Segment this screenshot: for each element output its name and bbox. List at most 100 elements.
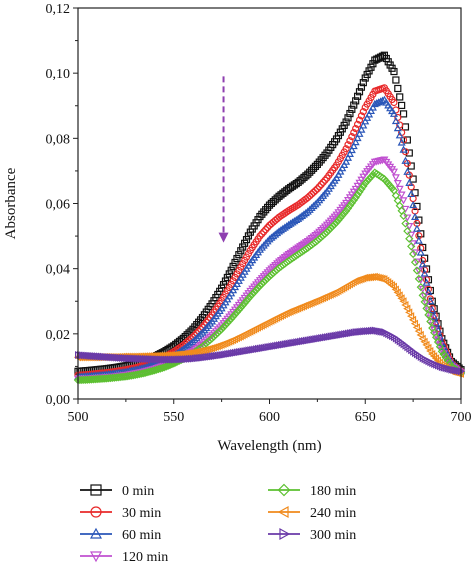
data-point xyxy=(209,332,219,341)
series-240-min xyxy=(73,272,464,378)
data-point xyxy=(375,327,383,336)
data-point xyxy=(316,334,324,343)
data-point xyxy=(285,339,293,348)
data-point xyxy=(210,352,219,361)
data-point xyxy=(82,351,90,360)
data-point xyxy=(253,345,261,354)
data-point xyxy=(274,341,282,350)
data-point xyxy=(297,337,305,346)
data-point xyxy=(260,228,268,236)
data-point xyxy=(193,320,201,329)
data-point xyxy=(186,339,196,347)
data-point xyxy=(348,328,357,337)
data-point xyxy=(308,166,316,174)
y-axis-title: Absorbance xyxy=(3,167,19,239)
data-point xyxy=(352,328,360,337)
data-point xyxy=(317,180,325,189)
data-point xyxy=(195,353,203,363)
data-point xyxy=(203,353,211,362)
data-point xyxy=(237,247,245,255)
data-point xyxy=(344,114,352,122)
data-point xyxy=(357,112,366,120)
data-point xyxy=(150,366,159,375)
data-point xyxy=(363,176,372,186)
data-point xyxy=(321,176,329,184)
data-point xyxy=(236,303,245,312)
data-point xyxy=(340,209,349,218)
data-point xyxy=(377,327,385,336)
data-point xyxy=(257,279,266,289)
data-point xyxy=(107,353,115,362)
data-point xyxy=(92,352,100,361)
data-point xyxy=(341,330,349,339)
data-point xyxy=(191,354,200,363)
data-point xyxy=(232,348,240,357)
data-point xyxy=(405,308,413,317)
data-point xyxy=(227,280,235,288)
data-point xyxy=(352,124,360,133)
data-point xyxy=(143,354,152,364)
data-point xyxy=(390,98,398,107)
data-point xyxy=(401,300,409,309)
axis-layer: 500 550 600 650 700 0,00 0,02 0,04 0,06 0,08 0,10 0… xyxy=(46,2,472,425)
data-point xyxy=(262,226,270,234)
data-point xyxy=(407,189,416,198)
data-point xyxy=(101,352,110,361)
data-point xyxy=(283,339,291,348)
data-point xyxy=(180,355,188,364)
data-point xyxy=(408,315,417,324)
data-point xyxy=(314,334,322,343)
data-point xyxy=(361,117,370,125)
data-point xyxy=(403,304,411,313)
data-point xyxy=(122,354,131,363)
data-point xyxy=(256,212,264,221)
data-point xyxy=(260,208,268,216)
data-point xyxy=(318,334,326,343)
data-point xyxy=(362,327,370,336)
data-point xyxy=(120,354,129,363)
data-point xyxy=(348,133,356,141)
data-point xyxy=(347,198,356,208)
data-point xyxy=(411,212,420,220)
data-point xyxy=(190,335,199,344)
data-point xyxy=(128,354,136,363)
data-point xyxy=(205,352,213,361)
data-point xyxy=(151,355,159,364)
data-point xyxy=(222,350,230,359)
data-point xyxy=(343,153,353,161)
data-point xyxy=(443,356,452,365)
data-point xyxy=(279,340,288,349)
data-point xyxy=(441,353,450,362)
data-point xyxy=(320,333,328,342)
data-point xyxy=(378,96,387,104)
data-point xyxy=(452,366,460,375)
legend-label: 30 min xyxy=(122,506,161,521)
data-point xyxy=(420,269,429,277)
data-point xyxy=(193,354,201,363)
data-point xyxy=(249,345,257,354)
data-point xyxy=(361,179,370,188)
legend-item: 0 min xyxy=(80,484,154,499)
data-point xyxy=(426,346,434,355)
data-point xyxy=(155,355,163,364)
data-point xyxy=(347,145,356,154)
data-point xyxy=(413,202,421,211)
data-point xyxy=(212,351,221,360)
data-point xyxy=(263,223,272,232)
data-point xyxy=(266,342,274,351)
y-tick-label: 0,00 xyxy=(46,393,71,408)
data-point xyxy=(320,229,330,239)
data-point xyxy=(379,327,387,336)
data-point xyxy=(239,347,247,356)
legend-marker xyxy=(90,484,102,496)
data-point xyxy=(414,274,424,283)
data-point xyxy=(338,211,347,220)
data-point xyxy=(163,355,171,364)
data-point xyxy=(331,331,339,340)
data-point xyxy=(344,141,352,149)
data-point xyxy=(303,207,312,215)
data-point xyxy=(220,350,228,359)
data-point xyxy=(322,333,330,342)
data-point xyxy=(397,191,406,199)
legend-label: 180 min xyxy=(310,484,356,499)
